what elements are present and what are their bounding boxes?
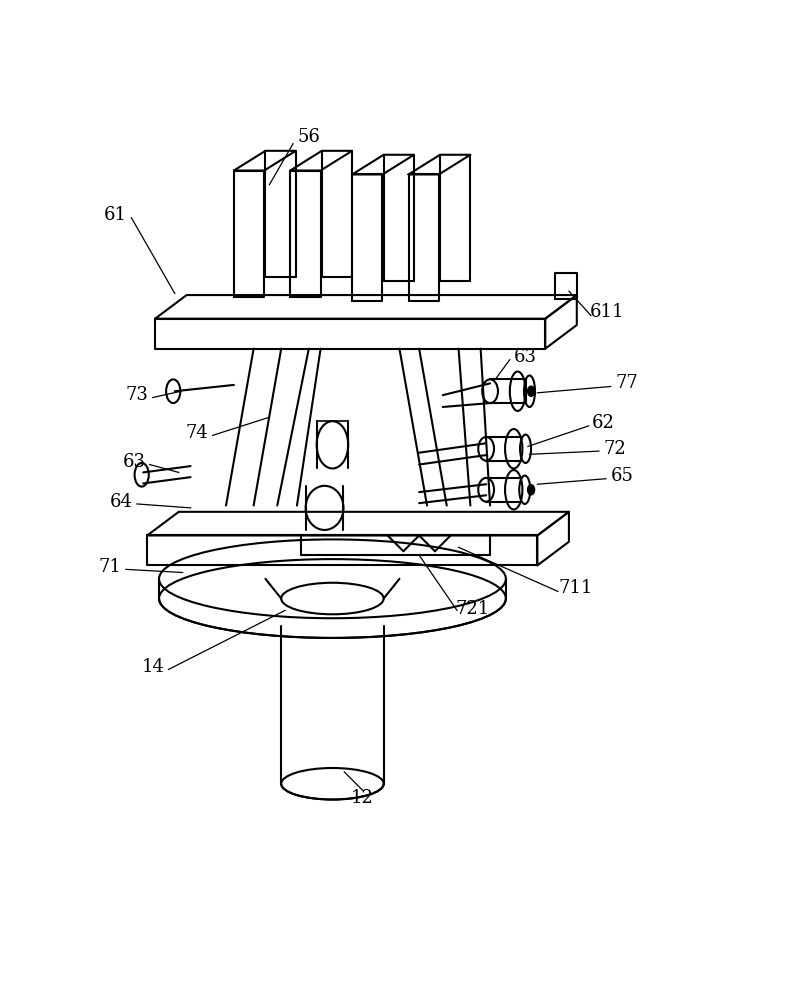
Text: 611: 611 (589, 303, 624, 321)
Text: 711: 711 (558, 579, 592, 597)
Text: 62: 62 (592, 414, 615, 432)
Text: 63: 63 (514, 348, 537, 366)
Ellipse shape (528, 485, 534, 494)
Text: 77: 77 (615, 374, 638, 392)
Ellipse shape (528, 386, 534, 396)
Text: 73: 73 (126, 386, 149, 404)
Text: 61: 61 (104, 206, 127, 224)
Text: 12: 12 (351, 789, 374, 807)
Text: 74: 74 (186, 424, 208, 442)
Text: 65: 65 (611, 467, 633, 485)
Text: 14: 14 (142, 658, 165, 676)
Text: 63: 63 (123, 453, 146, 471)
Text: 71: 71 (99, 558, 122, 576)
Text: 56: 56 (297, 128, 320, 146)
Text: 64: 64 (110, 493, 133, 511)
Text: 72: 72 (604, 440, 626, 458)
Text: 721: 721 (456, 600, 490, 618)
